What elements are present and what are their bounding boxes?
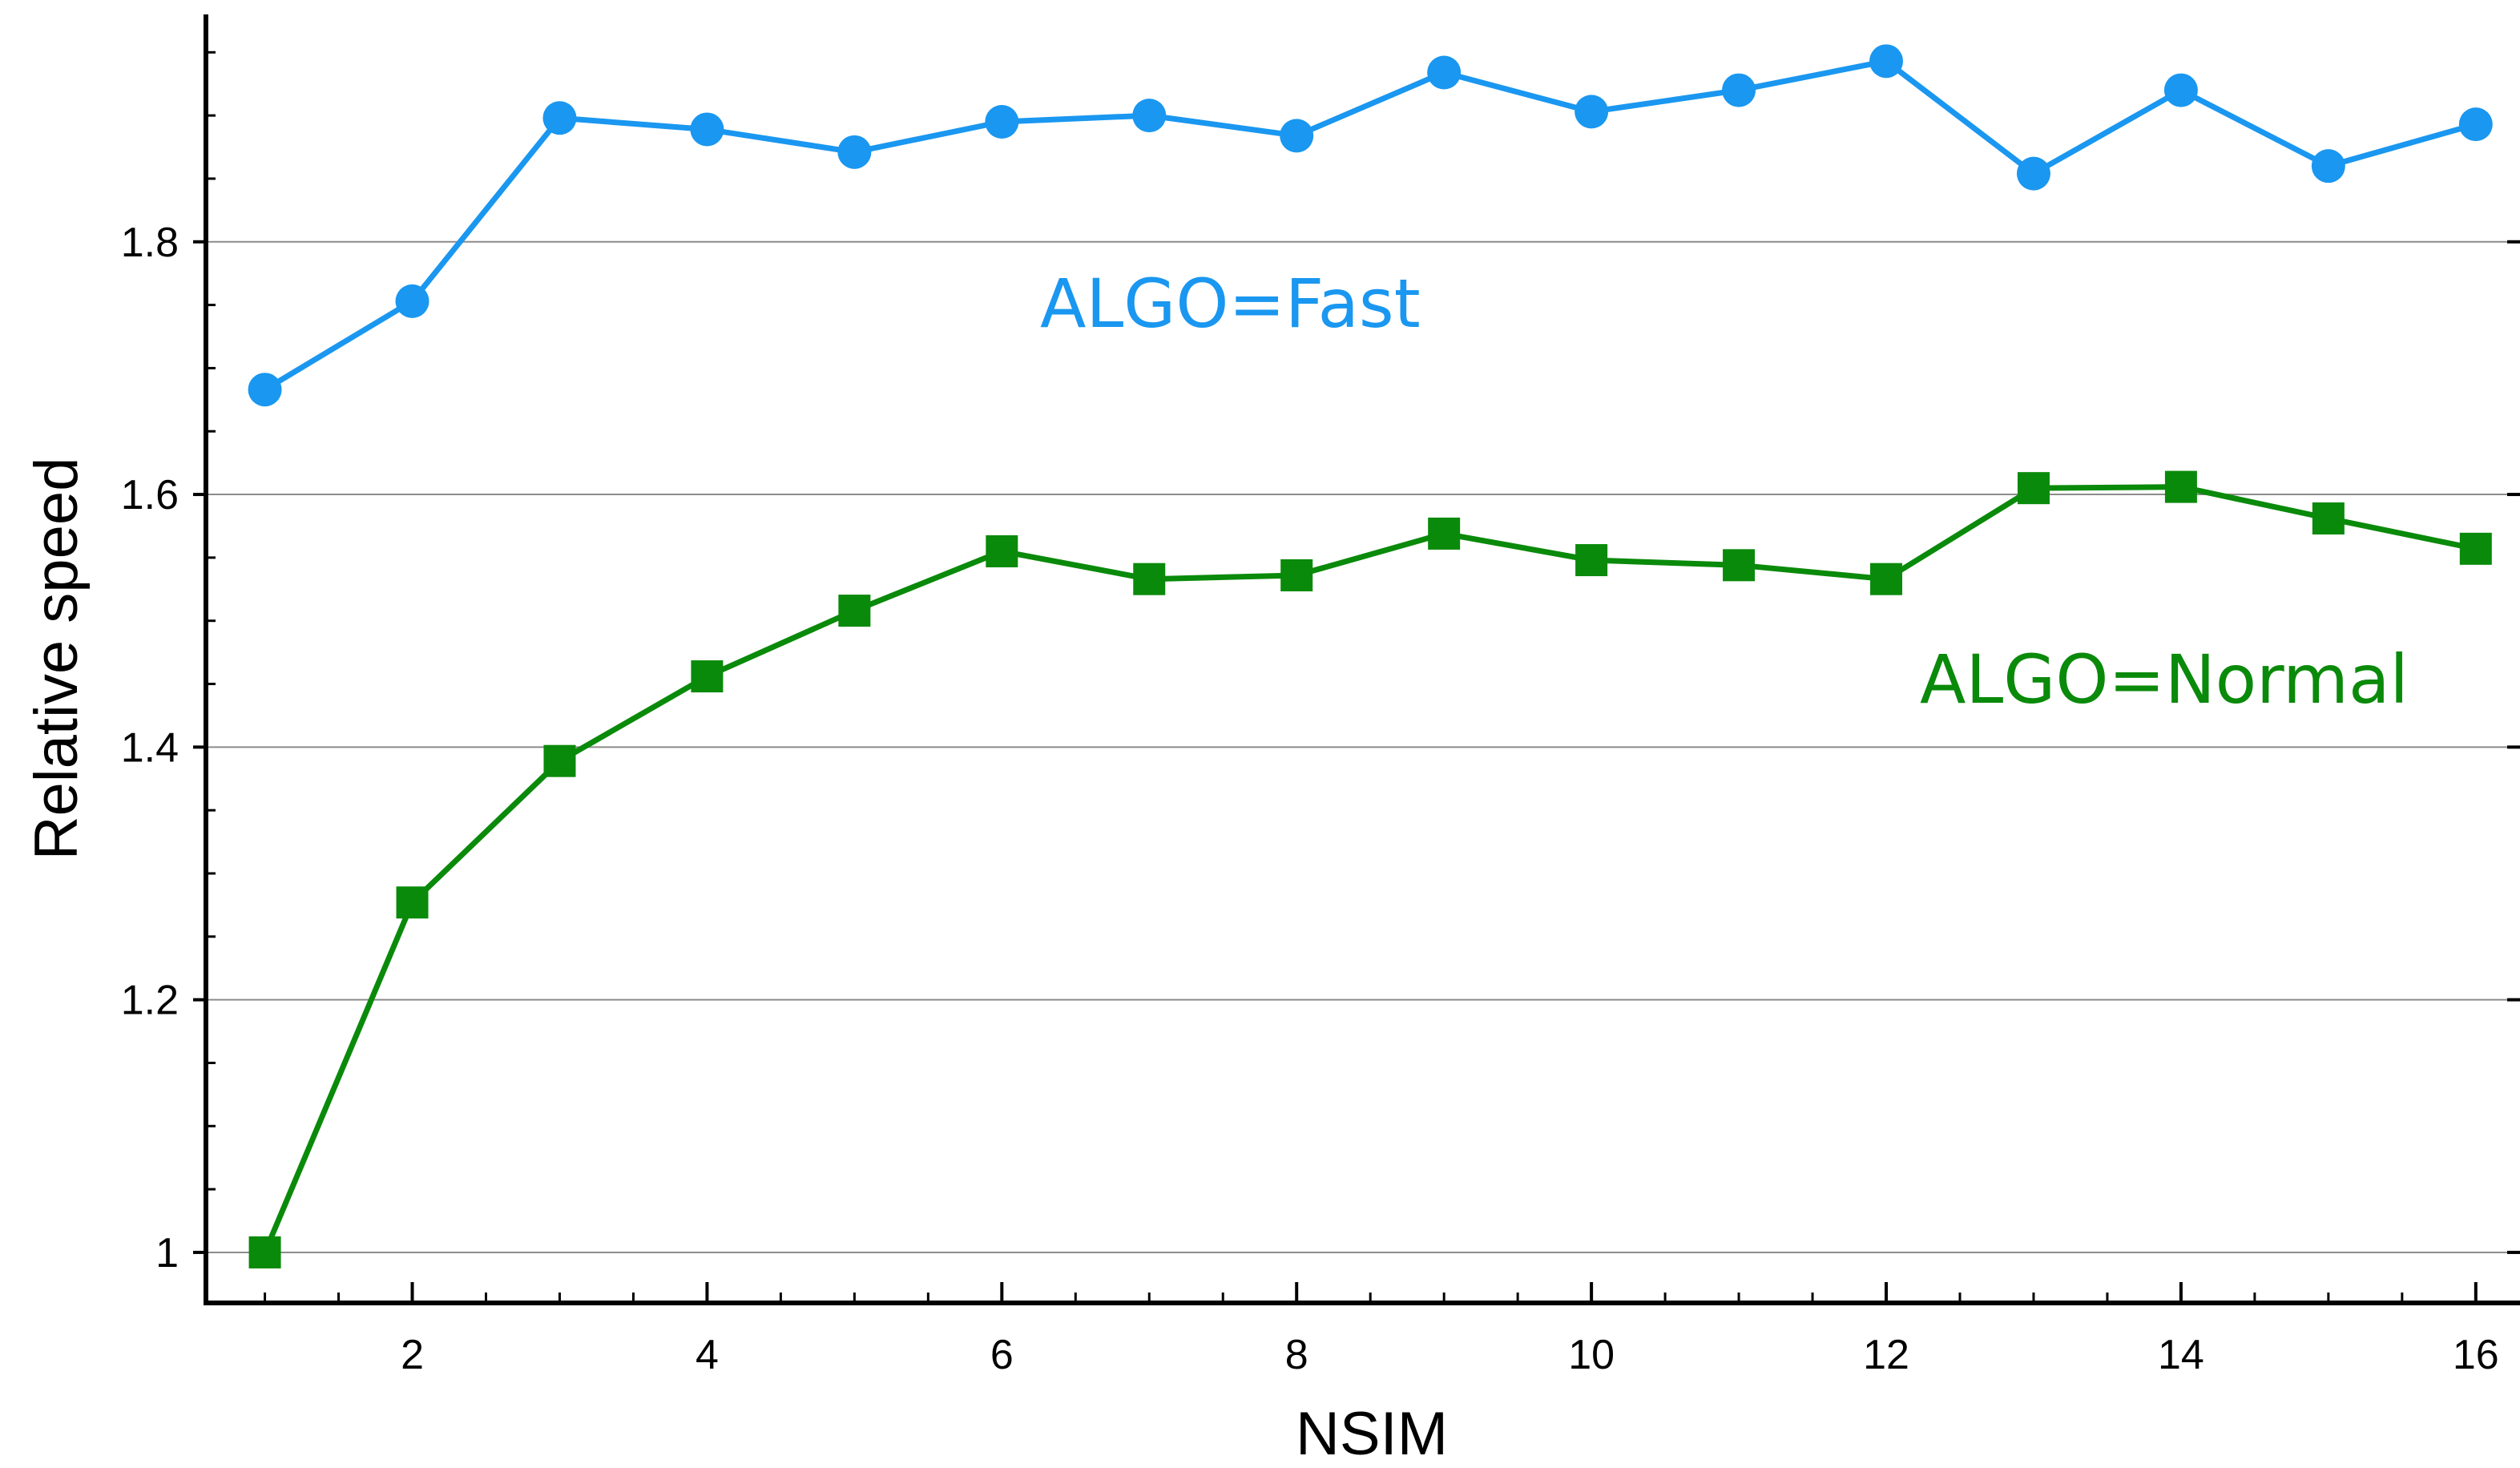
data-point bbox=[986, 535, 1018, 567]
data-point bbox=[2017, 472, 2050, 505]
x-tick-label: 12 bbox=[1863, 1332, 1909, 1378]
data-point bbox=[248, 373, 282, 407]
data-point bbox=[1280, 119, 1314, 153]
data-point bbox=[543, 744, 576, 777]
data-point bbox=[690, 112, 724, 147]
x-tick-label: 14 bbox=[2158, 1332, 2204, 1378]
data-point bbox=[1132, 99, 1167, 133]
data-point bbox=[1575, 544, 1608, 577]
series-layer bbox=[248, 44, 2493, 1268]
series-line-normal bbox=[262, 484, 2477, 1254]
x-tick-label: 4 bbox=[696, 1332, 719, 1378]
data-point bbox=[1870, 563, 1903, 595]
x-tick-label: 8 bbox=[1285, 1332, 1308, 1378]
axes bbox=[204, 14, 2520, 1305]
y-tick-label: 1 bbox=[155, 1230, 179, 1276]
data-point bbox=[2459, 532, 2492, 565]
data-point bbox=[1722, 73, 1756, 107]
data-point bbox=[837, 135, 872, 169]
data-point bbox=[691, 660, 724, 693]
y-tick-label: 1.8 bbox=[121, 220, 179, 266]
data-point bbox=[248, 1236, 281, 1268]
data-point bbox=[395, 284, 429, 318]
data-point bbox=[2311, 149, 2345, 184]
tick-labels: 1 1.2 1.4 1.6 1.8 2 4 6 8 10 12 14 16 bbox=[121, 220, 2499, 1378]
data-point bbox=[1427, 55, 1462, 90]
y-axis-title: Relative speed bbox=[22, 458, 91, 861]
data-point bbox=[2163, 73, 2198, 107]
data-point bbox=[1133, 563, 1166, 595]
data-point bbox=[1723, 549, 1756, 582]
data-point bbox=[542, 101, 577, 135]
series-line-fast bbox=[263, 58, 2477, 393]
x-tick-label: 6 bbox=[990, 1332, 1014, 1378]
data-point bbox=[2164, 470, 2197, 503]
data-point bbox=[1869, 44, 1904, 79]
gridlines bbox=[206, 240, 2520, 1253]
y-tick-label: 1.4 bbox=[121, 724, 179, 771]
x-tick-label: 16 bbox=[2453, 1332, 2499, 1378]
data-point bbox=[2016, 156, 2050, 191]
major-ticks bbox=[193, 240, 2520, 1303]
x-axis-title: NSIM bbox=[1296, 1400, 1448, 1468]
data-point bbox=[2458, 107, 2493, 142]
x-tick-label: 2 bbox=[401, 1332, 424, 1378]
series-annotation-fast: ALGO=Fast bbox=[1040, 264, 1421, 343]
series-annotation-normal: ALGO=Normal bbox=[1920, 640, 2409, 719]
y-tick-label: 1.6 bbox=[121, 472, 179, 518]
data-point bbox=[1280, 559, 1313, 591]
data-point bbox=[1574, 95, 1609, 129]
data-point bbox=[396, 886, 429, 919]
data-point bbox=[838, 595, 871, 627]
x-tick-label: 10 bbox=[1568, 1332, 1615, 1378]
data-point bbox=[985, 105, 1019, 139]
y-tick-label: 1.2 bbox=[121, 978, 179, 1024]
data-point bbox=[1428, 517, 1461, 550]
data-point bbox=[2312, 502, 2345, 535]
